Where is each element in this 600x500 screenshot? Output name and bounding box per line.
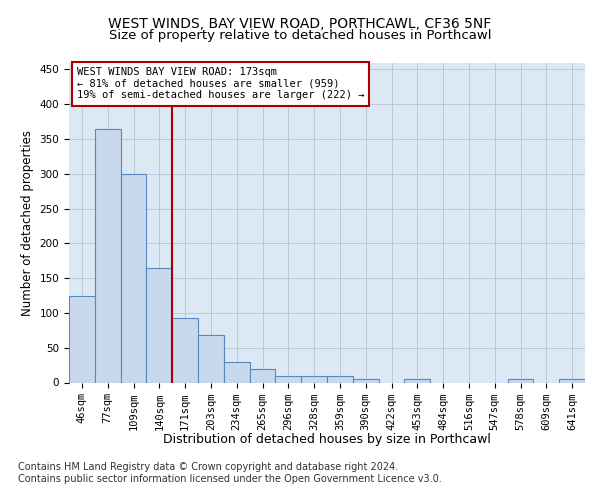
Text: WEST WINDS BAY VIEW ROAD: 173sqm
← 81% of detached houses are smaller (959)
19% : WEST WINDS BAY VIEW ROAD: 173sqm ← 81% o… [77, 68, 364, 100]
Y-axis label: Number of detached properties: Number of detached properties [21, 130, 34, 316]
Bar [69, 296, 95, 382]
Bar [275, 376, 301, 382]
Bar [404, 379, 430, 382]
Bar [508, 379, 533, 382]
Bar [121, 174, 146, 382]
Bar [559, 379, 585, 382]
Bar [172, 318, 198, 382]
Bar [327, 376, 353, 382]
Text: Contains HM Land Registry data © Crown copyright and database right 2024.
Contai: Contains HM Land Registry data © Crown c… [18, 462, 442, 484]
Bar [301, 376, 327, 382]
Text: Size of property relative to detached houses in Porthcawl: Size of property relative to detached ho… [109, 29, 491, 42]
Bar [95, 128, 121, 382]
Bar [146, 268, 172, 382]
Bar [198, 335, 224, 382]
Text: Distribution of detached houses by size in Porthcawl: Distribution of detached houses by size … [163, 432, 491, 446]
Bar [353, 379, 379, 382]
Text: WEST WINDS, BAY VIEW ROAD, PORTHCAWL, CF36 5NF: WEST WINDS, BAY VIEW ROAD, PORTHCAWL, CF… [109, 18, 491, 32]
Bar [224, 362, 250, 382]
Bar [250, 368, 275, 382]
